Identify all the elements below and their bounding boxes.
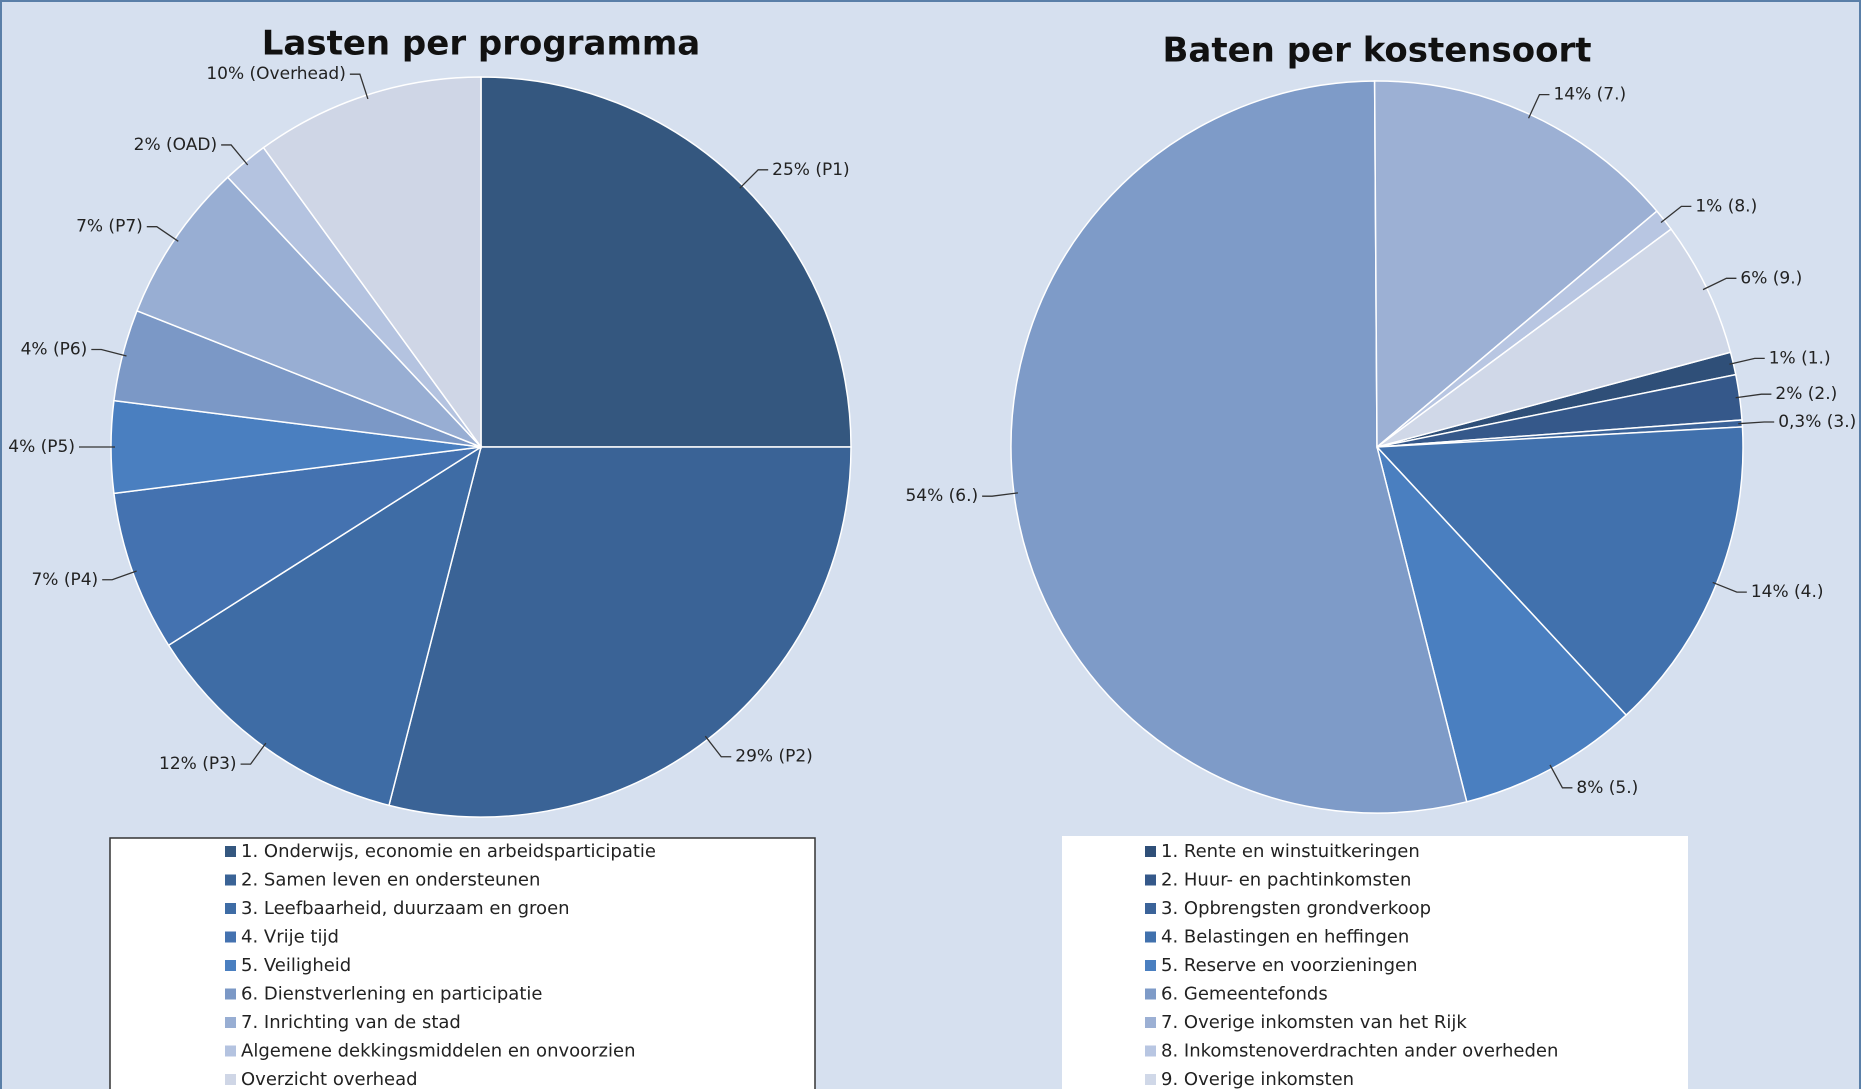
legend-swatch	[1145, 1017, 1156, 1028]
legend-swatch	[225, 931, 236, 943]
legend-swatch	[225, 988, 236, 1000]
legend-swatch	[225, 1045, 236, 1057]
legend-swatch	[1145, 874, 1156, 886]
data-label: 2% (OAD)	[134, 135, 217, 155]
legend-swatch	[225, 903, 236, 914]
leader-line	[102, 570, 137, 581]
leader-line	[1660, 205, 1692, 224]
data-label: 1% (8.)	[1695, 196, 1757, 216]
data-label: 29% (P2)	[735, 747, 813, 767]
leader-line	[349, 73, 369, 100]
leader-line	[1549, 764, 1573, 789]
leader-line	[240, 742, 267, 765]
chart-title: Baten per kostensoort	[1162, 31, 1591, 71]
leader-line	[1702, 277, 1737, 291]
legend-label: 3. Leefbaarheid, duurzaam en groen	[241, 898, 570, 919]
leader-line	[1738, 421, 1775, 425]
data-label: 54% (6.)	[905, 486, 978, 506]
legend-label: 4. Belastingen en heffingen	[1161, 927, 1409, 948]
legend-label: 1. Onderwijs, economie en arbeidspartici…	[241, 841, 656, 862]
data-label: 6% (9.)	[1740, 268, 1802, 288]
legend-label: 4. Vrije tijd	[241, 927, 339, 948]
legend-swatch	[1145, 988, 1156, 1000]
leader-line	[221, 144, 249, 166]
data-label: 2% (2.)	[1775, 384, 1837, 404]
legend-swatch	[225, 1017, 236, 1028]
leader-line	[1712, 581, 1747, 593]
legend-swatch	[1145, 931, 1156, 943]
data-label: 7% (P7)	[76, 217, 143, 237]
legend-swatch	[1145, 903, 1156, 914]
data-label: 4% (P5)	[8, 437, 75, 457]
legend-label: 3. Opbrengsten grondverkoop	[1161, 898, 1431, 919]
leader-line	[982, 492, 1019, 497]
data-label: 14% (4.)	[1751, 582, 1824, 602]
data-label: 8% (5.)	[1576, 778, 1638, 798]
leader-line	[1735, 393, 1772, 399]
legend-label: 2. Samen leven en ondersteunen	[241, 870, 540, 891]
leader-line	[704, 735, 732, 758]
data-label: 10% (Overhead)	[206, 64, 346, 84]
leader-line	[1527, 93, 1550, 119]
data-label: 1% (1.)	[1769, 348, 1831, 368]
legend-swatch	[225, 1074, 236, 1085]
chart-title: Lasten per programma	[262, 24, 701, 64]
legend-label: 9. Overige inkomsten	[1161, 1069, 1354, 1089]
data-label: 7% (P4)	[31, 570, 98, 590]
leader-line	[739, 169, 769, 189]
legend-label: 7. Overige inkomsten van het Rijk	[1161, 1012, 1467, 1033]
legend-swatch	[1145, 960, 1156, 971]
legend-swatch	[225, 960, 236, 971]
leader-line	[91, 348, 127, 357]
legend-label: 1. Rente en winstuitkeringen	[1161, 841, 1420, 862]
legend-label: Algemene dekkingsmiddelen en onvoorzien	[241, 1041, 636, 1062]
legend-label: 6. Dienstverlening en participatie	[241, 984, 542, 1005]
legend-label: 6. Gemeentefonds	[1161, 984, 1328, 1005]
legend-label: 5. Veiligheid	[241, 955, 351, 976]
legend-label: 8. Inkomstenoverdrachten ander overheden	[1161, 1041, 1558, 1062]
legend-swatch	[1145, 1074, 1156, 1085]
leader-line	[146, 226, 179, 242]
data-label: 14% (7.)	[1553, 85, 1626, 105]
legend-swatch	[225, 846, 236, 857]
legend-swatch	[1145, 846, 1156, 857]
data-label: 4% (P6)	[21, 340, 88, 360]
data-label: 0,3% (3.)	[1778, 412, 1856, 432]
legend-label: 2. Huur- en pachtinkomsten	[1161, 870, 1411, 891]
leader-line	[1729, 357, 1765, 365]
data-label: 25% (P1)	[772, 160, 850, 180]
legend-label: 7. Inrichting van de stad	[241, 1012, 461, 1033]
legend-box	[1062, 836, 1688, 1089]
data-label: 12% (P3)	[159, 754, 237, 774]
legend-label: Overzicht overhead	[241, 1069, 418, 1089]
legend-swatch	[1145, 1045, 1156, 1057]
legend-label: 5. Reserve en voorzieningen	[1161, 955, 1418, 976]
legend-swatch	[225, 874, 236, 886]
